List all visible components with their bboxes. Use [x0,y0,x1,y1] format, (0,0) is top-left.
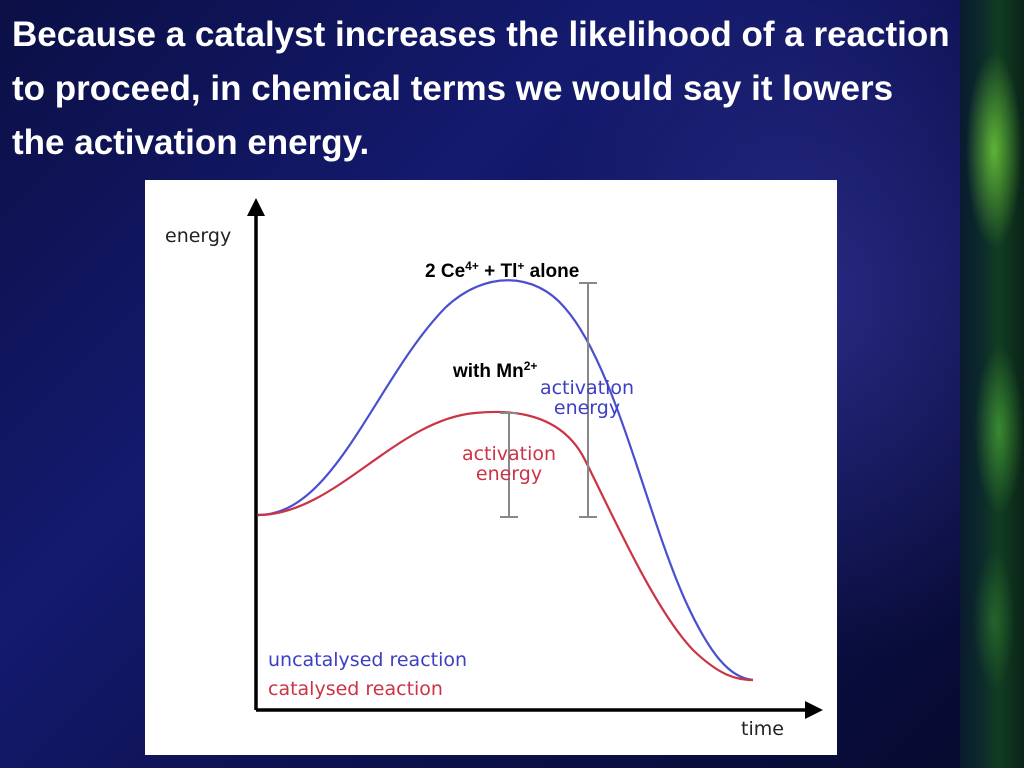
uncatalysed-activation-label-line1: activation [540,377,634,399]
legend-uncatalysed: uncatalysed reaction [268,649,467,671]
x-axis-label: time [741,718,784,740]
y-axis-label: energy [165,225,231,247]
slide-heading: Because a catalyst increases the likelih… [12,15,950,162]
catalysed-activation-bracket [500,412,518,518]
y-axis-arrowhead [247,198,265,216]
uncatalysed-curve-label: 2 Ce4+ + Tl+ alone [425,259,579,282]
uncatalysed-activation-label-line2: energy [554,397,620,419]
decorative-right-band [954,0,1024,768]
catalysed-curve [257,410,754,682]
uncatalysed-activation-bracket [579,282,597,518]
catalysed-activation-label-line2: energy [476,463,542,485]
uncatalysed-curve [257,279,754,682]
x-axis-arrowhead [805,701,823,719]
energy-diagram-svg: energy time 2 Ce4+ + Tl+ alone with Mn2+… [165,198,823,740]
green-glow-decoration [954,0,1024,768]
catalysed-curve-label: with Mn2+ [452,359,537,382]
catalysed-activation-label-line1: activation [462,443,556,465]
legend-catalysed: catalysed reaction [268,678,443,700]
energy-diagram: energy time 2 Ce4+ + Tl+ alone with Mn2+… [145,180,837,755]
